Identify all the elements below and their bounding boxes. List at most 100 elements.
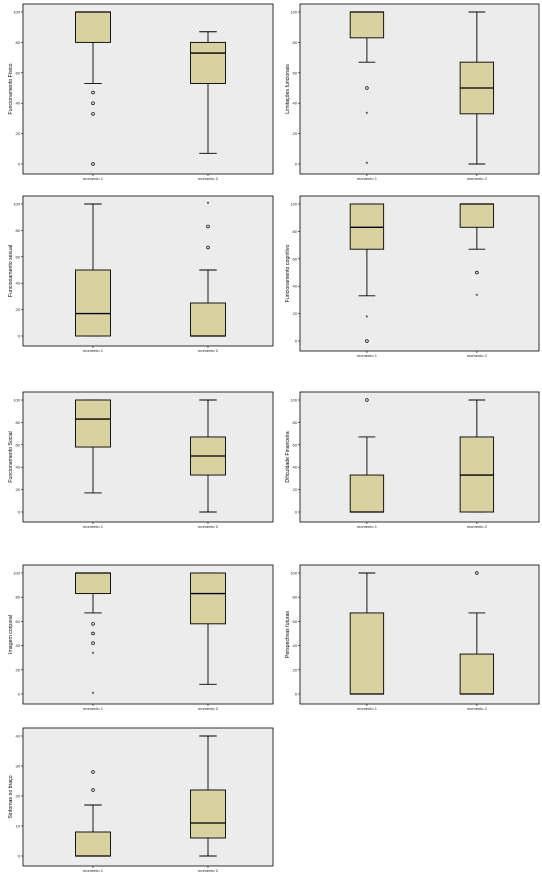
outlier-point bbox=[91, 162, 95, 166]
y-tick-label: 20 bbox=[16, 307, 21, 312]
outlier-point bbox=[91, 788, 95, 792]
chart-panel-3: 0 20 40 60 80 100 Funcionamento sexual momento … bbox=[8, 195, 274, 353]
plot-area bbox=[299, 195, 540, 352]
iqr-box bbox=[459, 653, 495, 695]
plot-area bbox=[22, 3, 274, 175]
outlier-point bbox=[475, 571, 479, 575]
box-2 bbox=[190, 735, 226, 857]
y-tick-label: 40 bbox=[293, 643, 298, 648]
iqr-box bbox=[75, 831, 111, 857]
outlier-point bbox=[91, 622, 95, 626]
outlier-point bbox=[91, 112, 95, 116]
x-category-label: momento 2 bbox=[467, 353, 488, 358]
box-2: * bbox=[459, 203, 495, 300]
box-1 bbox=[75, 203, 111, 337]
y-tick-label: 60 bbox=[293, 70, 298, 75]
x-category-label: momento 1 bbox=[83, 706, 104, 711]
chart-panel-6: 0 20 40 60 80 100 Dificuldade Financeira moment… bbox=[285, 391, 540, 529]
y-tick-label: 40 bbox=[16, 465, 21, 470]
y-tick-label: 30 bbox=[16, 764, 21, 769]
y-tick-label: 100 bbox=[290, 10, 297, 15]
x-category-label: momento 1 bbox=[357, 706, 378, 711]
x-category-label: momento 1 bbox=[83, 176, 104, 181]
y-axis-label: Funcionamento Físico bbox=[8, 63, 14, 114]
y-tick-label: 20 bbox=[16, 794, 21, 799]
y-tick-label: 80 bbox=[293, 420, 298, 425]
x-category-label: momento 1 bbox=[357, 524, 378, 529]
outlier-point bbox=[365, 398, 369, 402]
x-category-label: momento 2 bbox=[467, 706, 488, 711]
extreme-outlier: * bbox=[207, 202, 210, 209]
box-1: * bbox=[349, 203, 385, 343]
x-category-label: momento 2 bbox=[198, 868, 219, 872]
outlier-point bbox=[91, 770, 95, 774]
outlier-point bbox=[91, 101, 95, 105]
box-2 bbox=[459, 399, 495, 513]
y-axis-label: Funcionamento sexual bbox=[8, 245, 14, 297]
iqr-box bbox=[190, 572, 226, 625]
y-tick-label: 0 bbox=[295, 510, 298, 515]
extreme-outlier: * bbox=[366, 315, 369, 322]
x-category-label: momento 1 bbox=[83, 868, 104, 872]
plot-area bbox=[299, 391, 540, 523]
x-category-label: momento 2 bbox=[198, 706, 219, 711]
extreme-outlier: * bbox=[92, 652, 95, 659]
y-tick-label: 20 bbox=[293, 667, 298, 672]
y-tick-label: 60 bbox=[293, 256, 298, 261]
y-tick-label: 20 bbox=[293, 131, 298, 136]
outlier-point bbox=[91, 641, 95, 645]
y-tick-label: 80 bbox=[16, 595, 21, 600]
iqr-box bbox=[75, 11, 111, 43]
y-tick-label: 80 bbox=[293, 595, 298, 600]
outlier-point bbox=[91, 631, 95, 636]
y-axis-label: Limitações funcionais bbox=[285, 64, 291, 114]
iqr-box bbox=[349, 612, 385, 695]
y-tick-label: 0 bbox=[18, 854, 21, 859]
x-category-label: momento 2 bbox=[467, 524, 488, 529]
chart-panel-1: 0 20 40 60 80 100 Funcionamento Físico momento … bbox=[8, 3, 274, 181]
outlier-point bbox=[206, 224, 210, 229]
x-category-label: momento 2 bbox=[467, 176, 488, 181]
iqr-box bbox=[75, 269, 111, 337]
y-tick-label: 60 bbox=[293, 619, 298, 624]
x-category-label: momento 2 bbox=[198, 348, 219, 353]
extreme-outlier: * bbox=[92, 692, 95, 699]
y-tick-label: 80 bbox=[16, 420, 21, 425]
box-1 bbox=[349, 398, 385, 513]
x-category-label: momento 2 bbox=[198, 524, 219, 529]
y-tick-label: 60 bbox=[16, 70, 21, 75]
y-tick-label: 100 bbox=[290, 398, 297, 403]
chart-panel-2: 0 20 40 60 80 100 Limitações funcionais momento… bbox=[285, 3, 540, 181]
y-tick-label: 40 bbox=[16, 101, 21, 106]
y-tick-label: 0 bbox=[18, 334, 21, 339]
iqr-box bbox=[190, 789, 226, 839]
chart-panel-5: 0 20 40 60 80 100 Funcionamento Social momento … bbox=[8, 391, 274, 529]
outlier-point bbox=[91, 90, 95, 95]
y-axis-label: Dificuldade Financeira bbox=[285, 431, 291, 482]
box-2 bbox=[190, 31, 226, 154]
iqr-box bbox=[190, 302, 226, 337]
y-tick-label: 40 bbox=[16, 643, 21, 648]
iqr-box bbox=[75, 572, 111, 595]
box-2: * bbox=[190, 202, 226, 337]
extreme-outlier: * bbox=[475, 293, 478, 300]
y-tick-label: 40 bbox=[293, 101, 298, 106]
y-axis-label: Funcionamento cognitivo bbox=[285, 245, 291, 303]
extreme-outlier: * bbox=[366, 162, 369, 169]
y-tick-label: 40 bbox=[16, 734, 21, 739]
y-tick-label: 80 bbox=[293, 40, 298, 45]
outlier-point bbox=[475, 270, 479, 275]
y-tick-label: 40 bbox=[293, 465, 298, 470]
y-tick-label: 100 bbox=[13, 202, 20, 207]
x-category-label: momento 1 bbox=[83, 348, 104, 353]
y-tick-label: 0 bbox=[18, 692, 21, 697]
plot-area bbox=[22, 391, 274, 523]
iqr-box bbox=[349, 203, 385, 250]
y-tick-label: 20 bbox=[16, 487, 21, 492]
box-1 bbox=[75, 11, 111, 166]
iqr-box bbox=[190, 41, 226, 84]
box-2 bbox=[459, 11, 495, 165]
box-1 bbox=[75, 770, 111, 857]
y-tick-label: 60 bbox=[16, 619, 21, 624]
